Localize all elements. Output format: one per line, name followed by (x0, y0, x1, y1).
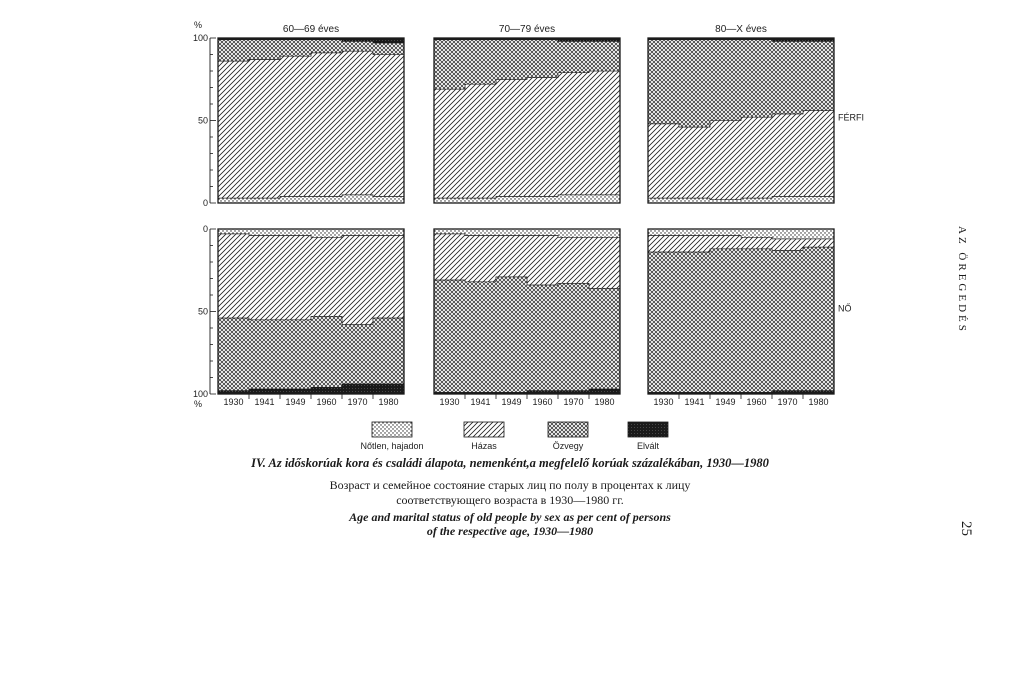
panel-frame (433, 37, 621, 204)
y-tick-label: 0 (203, 198, 208, 208)
legend-swatch (547, 421, 589, 438)
page-number: 25 (958, 520, 974, 536)
y-axis-bottom: 0 50 100% (193, 224, 216, 409)
panel-bottom-2: 1930 1941 1949 1960 1970 1980 (433, 228, 621, 407)
x-tick-label: 1980 (594, 397, 614, 407)
caption-russian-line-1: Возраст и семейное состояние старых лиц … (329, 478, 691, 492)
running-head: AZ ÖREGEDÉS (956, 226, 968, 334)
sex-label: NŐ (838, 304, 852, 314)
legend-swatch (463, 421, 505, 438)
panel-top-3: 80—X éves FÉRFI (647, 24, 864, 204)
y-tick-label: 50 (198, 116, 208, 126)
legend-item-2: Házas (463, 421, 505, 451)
panel-header: 60—69 éves (283, 24, 339, 35)
caption-english-line-2: of the respective age, 1930—1980 (426, 524, 594, 538)
x-tick-label: 1970 (347, 397, 367, 407)
y-tick-label: 100 (193, 389, 208, 399)
panel-top-1: 60—69 éves (217, 24, 405, 204)
band-3 (217, 316, 405, 391)
band-3 (647, 246, 835, 393)
panel-frame (217, 37, 405, 204)
legend-item-3: Özvegy (547, 421, 589, 451)
legend-label: Elvált (637, 441, 660, 451)
band-2 (217, 233, 405, 325)
band-2 (217, 50, 405, 199)
x-tick-label: 1941 (470, 397, 490, 407)
x-tick-label: 1941 (684, 397, 704, 407)
x-tick-label: 1960 (746, 397, 766, 407)
x-tick-label: 1930 (653, 397, 673, 407)
legend-label: Özvegy (553, 441, 584, 451)
legend-swatch (371, 421, 413, 438)
panel-frame (647, 37, 835, 204)
y-unit-label: % (194, 20, 202, 30)
x-tick-label: 1930 (223, 397, 243, 407)
x-tick-label: 1980 (808, 397, 828, 407)
panel-top-2: 70—79 éves (433, 24, 621, 204)
x-tick-label: 1941 (254, 397, 274, 407)
x-tick-label: 1949 (715, 397, 735, 407)
x-tick-label: 1960 (532, 397, 552, 407)
x-tick-label: 1970 (563, 397, 583, 407)
y-tick-label: 100 (193, 33, 208, 43)
panel-header: 70—79 éves (499, 24, 555, 35)
panel-bottom-3: 1930 1941 1949 1960 1970 1980 NŐ (647, 228, 852, 407)
y-axis-top: 100 50 0% (193, 20, 216, 208)
x-tick-label: 1949 (501, 397, 521, 407)
caption-english: Age and marital status of old people by … (60, 510, 960, 538)
y-tick-label: 50 (198, 307, 208, 317)
band-2 (433, 70, 621, 199)
y-tick-label: 0 (203, 224, 208, 234)
x-tick-label: 1930 (439, 397, 459, 407)
sex-label: FÉRFI (838, 113, 864, 123)
x-tick-label: 1949 (285, 397, 305, 407)
band-3 (433, 276, 621, 393)
caption-hungarian: IV. Az időskorúak kora és családi álapot… (251, 456, 769, 470)
panel-header: 80—X éves (715, 24, 767, 35)
legend-swatch (627, 421, 669, 438)
x-tick-label: 1980 (378, 397, 398, 407)
x-tick-label: 1960 (316, 397, 336, 407)
caption-english-line-1: Age and marital status of old people by … (349, 510, 671, 524)
x-tick-label: 1970 (777, 397, 797, 407)
legend-item-1: Nőtlen, hajadon (360, 421, 424, 451)
legend-item-4: Elvált (627, 421, 669, 451)
legend-label: Házas (471, 441, 497, 451)
panel-bottom-1: 1930 1941 1949 1960 1970 1980 (217, 228, 405, 407)
legend-label: Nőtlen, hajadon (360, 441, 423, 451)
caption-russian-line-2: соответствующего возраста в 1930—1980 гг… (396, 493, 624, 507)
caption-russian: Возраст и семейное состояние старых лиц … (60, 478, 960, 508)
y-unit-label: % (194, 399, 202, 409)
